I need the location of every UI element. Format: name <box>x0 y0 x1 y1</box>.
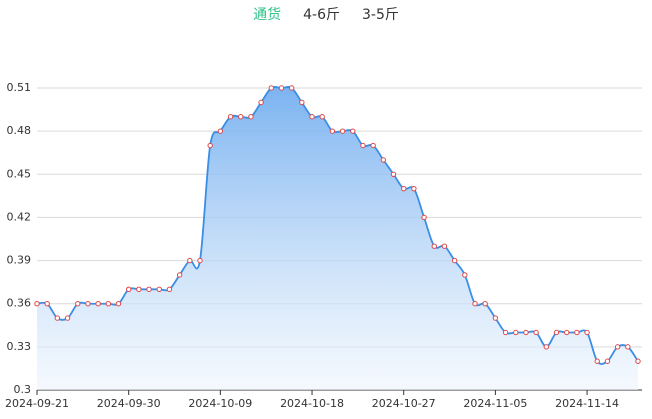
point <box>54 315 61 321</box>
point <box>553 329 560 336</box>
point <box>563 329 570 336</box>
point <box>370 142 376 149</box>
point <box>411 185 417 192</box>
point <box>625 344 631 350</box>
point <box>604 358 611 364</box>
point <box>105 301 112 307</box>
point <box>584 329 590 336</box>
point <box>482 301 488 307</box>
point <box>421 214 427 221</box>
point <box>176 272 183 278</box>
point <box>258 99 264 106</box>
y-tick-label: 0.51 <box>7 81 32 94</box>
point <box>85 301 91 307</box>
point <box>533 329 539 336</box>
point <box>288 85 295 91</box>
point <box>451 257 458 264</box>
tab[interactable]: 4-6斤 <box>303 7 340 23</box>
point <box>502 329 509 336</box>
point <box>278 85 285 91</box>
point <box>594 358 600 364</box>
y-tick-label: 0.45 <box>7 167 32 180</box>
point <box>64 315 71 321</box>
point <box>360 142 366 149</box>
area <box>37 86 638 390</box>
point <box>227 114 234 120</box>
point <box>217 128 224 134</box>
y-tick-label: 0.36 <box>7 297 32 310</box>
tab[interactable]: 3-5斤 <box>362 7 399 23</box>
point <box>635 358 641 364</box>
point <box>329 128 336 134</box>
point <box>472 301 478 307</box>
point <box>34 301 40 307</box>
point <box>574 329 580 336</box>
point <box>136 286 142 293</box>
x-tick-label: 2024-09-30 <box>97 397 161 410</box>
point <box>166 286 173 293</box>
point <box>75 301 81 307</box>
y-tick-label: 0.48 <box>7 124 32 137</box>
point <box>523 329 529 336</box>
point <box>207 142 213 149</box>
tab-bar: 通货 4-6斤 3-5斤 <box>0 4 652 24</box>
point <box>513 329 519 336</box>
point <box>187 257 193 264</box>
point <box>462 272 468 278</box>
x-tick-label: 2024-10-18 <box>280 397 344 410</box>
point <box>614 344 621 350</box>
point <box>125 286 132 293</box>
point <box>146 286 152 293</box>
point <box>492 315 499 321</box>
x-tick-label: 2024-10-09 <box>188 397 252 410</box>
point <box>431 243 437 249</box>
x-tick-label: 2024-09-21 <box>5 397 69 410</box>
point <box>156 286 162 293</box>
point <box>248 114 254 120</box>
point <box>95 301 101 307</box>
point <box>197 257 203 264</box>
point <box>319 114 325 120</box>
point <box>299 99 305 106</box>
point <box>401 185 407 192</box>
point <box>441 243 448 249</box>
point <box>339 128 346 134</box>
y-tick-label: 0.33 <box>7 340 32 353</box>
point <box>543 344 550 350</box>
point <box>238 114 244 120</box>
x-tick-label: 2024-11-05 <box>463 397 527 410</box>
point <box>309 114 315 120</box>
point <box>44 301 50 307</box>
tab[interactable]: 通货 <box>253 7 282 23</box>
point <box>380 157 387 163</box>
point <box>115 301 122 307</box>
point <box>390 171 397 177</box>
x-tick-label: 2024-10-27 <box>372 397 436 410</box>
y-tick-label: 0.3 <box>14 383 32 396</box>
x-tick-label: 2024-11-14 <box>555 397 619 410</box>
y-tick-label: 0.39 <box>7 254 32 267</box>
y-tick-label: 0.42 <box>7 210 32 223</box>
point <box>350 128 356 134</box>
point <box>268 85 274 91</box>
